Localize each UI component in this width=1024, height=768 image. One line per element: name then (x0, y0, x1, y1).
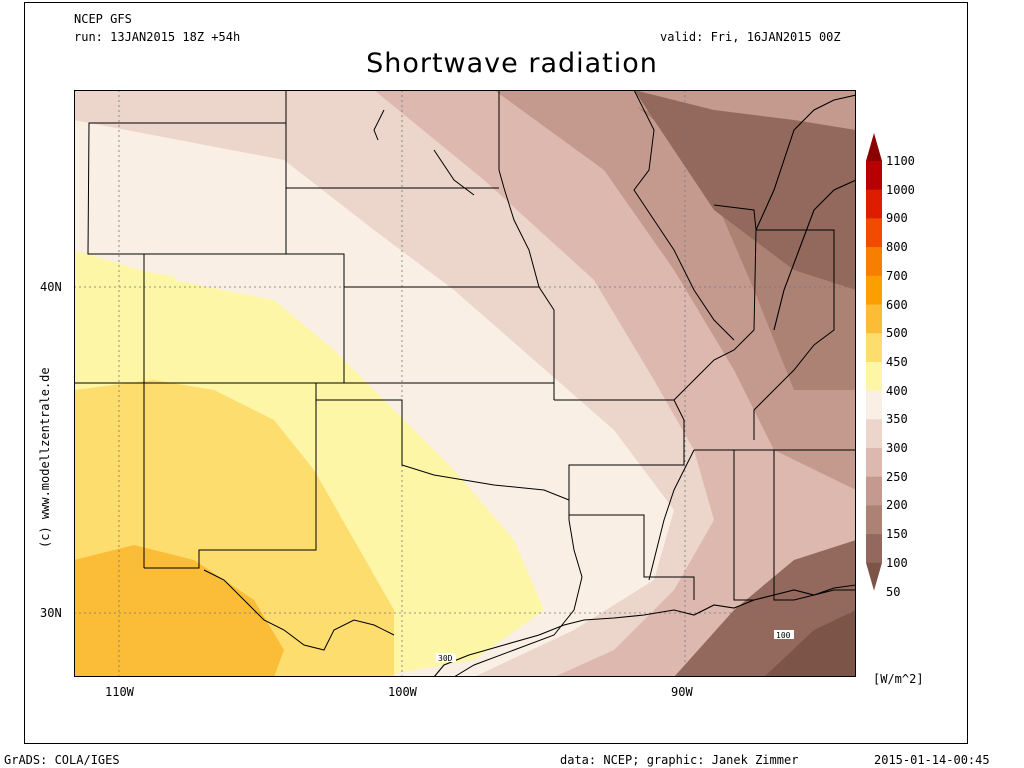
lat-label-30n: 30N (40, 606, 62, 620)
plains-borders (285, 90, 539, 288)
contour-labels: 30D 100 (436, 630, 794, 663)
map-title: Shortwave radiation (366, 48, 658, 79)
colorbar-tick-label: 800 (886, 240, 908, 255)
timestamp: 2015-01-14-00:45 (874, 753, 990, 767)
new-mexico-border (144, 382, 317, 569)
colorbar-segment (866, 161, 882, 191)
software-credit: GrADS: COLA/IGES (4, 753, 120, 767)
colorbar-tick-label: 500 (886, 326, 908, 341)
contour-label-2: 100 (776, 631, 791, 640)
colorbar-tick-label: 900 (886, 211, 908, 226)
colorbar-segment (866, 419, 882, 449)
lon-label-100w: 100W (388, 685, 417, 699)
colorbar-bottom-arrow (866, 562, 882, 591)
colorbar-segment (866, 448, 882, 478)
illinois-border (673, 204, 757, 401)
contour-label-bg-2 (774, 630, 794, 639)
credit-text: (c) www.modellzentrale.de (38, 367, 52, 548)
lat-label-40n: 40N (40, 280, 62, 294)
field-band-50 (764, 610, 856, 677)
colorbar-tick-label: 700 (886, 268, 908, 283)
colorbar-tick-label: 200 (886, 498, 908, 513)
lake-michigan-east-shore (773, 179, 856, 331)
colorbar-segment (866, 247, 882, 277)
lake-michigan-shore (755, 94, 856, 231)
colorbar-unit: [W/m^2] (873, 672, 924, 686)
colorbar-segment (866, 304, 882, 334)
colorbar-tick-label: 350 (886, 412, 908, 427)
field-band-north-100 (634, 90, 856, 290)
arkansas-border (554, 399, 685, 500)
mississippi-alabama-border (733, 450, 856, 601)
texas-west-border (203, 569, 395, 651)
valid-time-label: valid: Fri, 16JAN2015 00Z (660, 30, 841, 44)
colorbar-segment (866, 218, 882, 248)
gulf-coast (433, 584, 856, 677)
wisconsin-border (499, 90, 735, 341)
colorbar-tick-label: 300 (886, 441, 908, 455)
colorbar-tick-label: 400 (886, 383, 908, 398)
field-band-500 (74, 545, 284, 677)
colorbar-tick-label: 250 (886, 469, 908, 484)
colorbar-segment (866, 505, 882, 535)
model-label: NCEP GFS (74, 12, 132, 26)
radiation-map: 30D 100 (74, 90, 856, 677)
colorbar-segment (866, 361, 882, 392)
lon-label-110w: 110W (105, 685, 134, 699)
iowa-missouri-border (498, 90, 555, 383)
colorbar-tick-label: 1000 (886, 182, 915, 197)
plot-frame (24, 2, 968, 744)
louisiana-border (569, 514, 695, 600)
colorbar-segment (866, 333, 882, 363)
colorbar-tick-label: 50 (886, 584, 901, 599)
contour-label-1: 30D (438, 654, 453, 663)
colorbar-tick-label: 600 (886, 297, 908, 312)
oklahoma-texas-border (316, 399, 583, 677)
colorbar-top-arrow (866, 133, 882, 161)
colorbar-segment (866, 534, 882, 564)
contour-label-bg-1 (436, 653, 456, 662)
data-source: data: NCEP; graphic: Janek Zimmer (560, 753, 799, 767)
colorbar-tick-label: 100 (886, 555, 908, 570)
indiana-ohio-border (753, 229, 835, 440)
colorbar-tick-label: 450 (886, 354, 908, 369)
colorbar-segment (866, 390, 882, 420)
tennessee-border (648, 449, 856, 581)
colorbar (866, 133, 882, 591)
colorbar-segment (866, 275, 882, 305)
colorbar-tick-label: 150 (886, 527, 908, 542)
colorbar-segment (866, 476, 882, 506)
lake-lines (373, 109, 475, 196)
field-patch (134, 270, 192, 326)
lon-label-90w: 90W (671, 685, 693, 699)
coastlines (433, 94, 856, 677)
state-boundaries (74, 90, 856, 677)
colorbar-segment (866, 189, 882, 219)
map-border (74, 90, 856, 677)
colorbar-tick-label: 1100 (886, 154, 915, 168)
run-label: run: 13JAN2015 18Z +54h (74, 30, 241, 44)
